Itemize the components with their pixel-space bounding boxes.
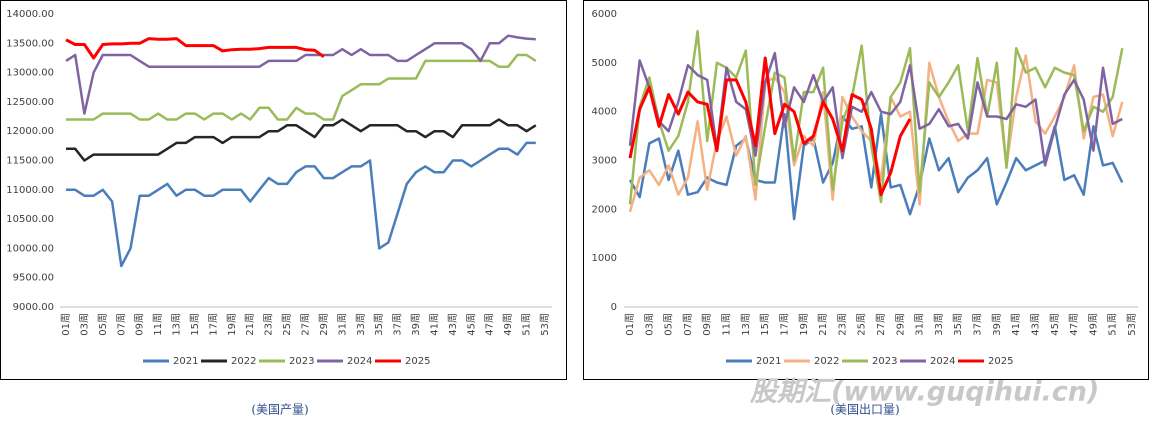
y-tick-label: 14000.00 [6, 9, 54, 20]
x-tick-label: 21周 [817, 313, 829, 336]
series-line [66, 141, 536, 268]
x-tick-label: 05周 [663, 313, 675, 336]
x-tick-label: 27周 [300, 313, 312, 336]
caption: (美国产量) [251, 403, 308, 417]
watermark: 股期汇(www.guqihui.cn) [749, 377, 1099, 408]
series-line [65, 37, 325, 60]
x-tick-label: 37周 [972, 313, 984, 336]
legend-label: 2023 [872, 356, 897, 367]
x-tick-label: 17周 [207, 313, 219, 336]
x-tick-label: 17周 [778, 313, 790, 336]
x-tick-label: 13周 [171, 313, 183, 336]
x-tick-label: 01周 [60, 313, 72, 336]
x-tick-label: 49周 [502, 313, 514, 336]
x-tick-label: 15周 [759, 313, 771, 336]
x-tick-label: 19周 [798, 313, 810, 336]
series-line [628, 56, 912, 197]
x-tick-label: 45周 [465, 313, 477, 336]
x-tick-label: 07周 [115, 313, 127, 336]
x-tick-label: 11周 [152, 313, 164, 336]
x-tick-label: 47周 [484, 313, 496, 336]
y-tick-label: 2000 [592, 204, 617, 215]
x-tick-label: 43周 [447, 313, 459, 336]
legend-label: 2025 [405, 356, 430, 367]
legend-label: 2024 [347, 356, 372, 367]
x-tick-label: 05周 [97, 313, 109, 336]
legend-label: 2022 [231, 356, 256, 367]
y-tick-label: 10000.00 [6, 243, 54, 254]
x-tick-label: 25周 [856, 313, 868, 336]
x-tick-label: 25周 [281, 313, 293, 336]
x-tick-label: 31周 [336, 313, 348, 336]
x-tick-label: 35周 [952, 313, 964, 336]
x-tick-label: 33周 [933, 313, 945, 336]
legend-label: 2024 [930, 356, 955, 367]
y-tick-label: 3000 [592, 156, 617, 167]
y-tick-label: 12000.00 [6, 126, 54, 137]
x-tick-label: 53周 [539, 313, 551, 336]
y-tick-label: 9500.00 [13, 273, 54, 284]
x-tick-label: 09周 [134, 313, 146, 336]
x-tick-label: 23周 [836, 313, 848, 336]
legend-label: 2021 [173, 356, 198, 367]
x-tick-label: 23周 [263, 313, 275, 336]
x-tick-label: 49周 [1087, 313, 1099, 336]
y-tick-label: 6000 [592, 9, 617, 20]
series-line [66, 118, 537, 162]
x-tick-label: 07周 [682, 313, 694, 336]
series-line [628, 112, 1124, 221]
x-tick-label: 15周 [189, 313, 201, 336]
x-tick-label: 39周 [991, 313, 1003, 336]
y-tick-label: 1000 [592, 253, 617, 264]
x-tick-label: 37周 [392, 313, 404, 336]
x-tick-label: 29周 [894, 313, 906, 336]
x-tick-label: 53周 [1126, 313, 1138, 336]
x-tick-label: 43周 [1029, 313, 1041, 336]
series-line [628, 51, 1123, 167]
legend-label: 2022 [814, 356, 839, 367]
y-tick-label: 13000.00 [6, 68, 54, 79]
series-line [65, 34, 536, 115]
x-tick-label: 03周 [78, 313, 90, 336]
x-tick-label: 13周 [740, 313, 752, 336]
y-tick-label: 5000 [592, 58, 617, 69]
x-tick-label: 33周 [355, 313, 367, 336]
legend-label: 2023 [289, 356, 314, 367]
x-tick-label: 41周 [1010, 313, 1022, 336]
x-tick-label: 09周 [701, 313, 713, 336]
x-tick-label: 19周 [226, 313, 238, 336]
x-tick-label: 29周 [318, 313, 330, 336]
y-tick-label: 11000.00 [6, 185, 54, 196]
y-tick-label: 12500.00 [6, 97, 54, 108]
series-line [628, 29, 1124, 205]
x-tick-label: 39周 [410, 313, 422, 336]
y-tick-label: 13500.00 [6, 38, 54, 49]
series-line [66, 53, 537, 121]
x-tick-label: 31周 [914, 313, 926, 336]
caption: (美国出口量) [830, 403, 899, 417]
left-panel [0, 0, 567, 380]
x-tick-label: 47周 [1068, 313, 1080, 336]
y-tick-label: 9000.00 [13, 302, 54, 313]
x-tick-label: 27周 [875, 313, 887, 336]
y-tick-label: 10500.00 [6, 214, 54, 225]
x-tick-label: 11周 [721, 313, 733, 336]
x-tick-label: 01周 [624, 313, 636, 336]
x-tick-label: 41周 [428, 313, 440, 336]
y-tick-label: 4000 [592, 107, 617, 118]
right-panel [583, 0, 1149, 380]
legend-label: 2021 [756, 356, 781, 367]
x-tick-label: 21周 [244, 313, 256, 336]
x-tick-label: 51周 [1107, 313, 1119, 336]
y-tick-label: 11500.00 [6, 156, 54, 167]
x-tick-label: 03周 [643, 313, 655, 336]
y-tick-label: 0 [611, 302, 617, 313]
x-tick-label: 35周 [373, 313, 385, 336]
x-tick-label: 51周 [521, 313, 533, 336]
x-tick-label: 45周 [1049, 313, 1061, 336]
legend-label: 2025 [988, 356, 1013, 367]
